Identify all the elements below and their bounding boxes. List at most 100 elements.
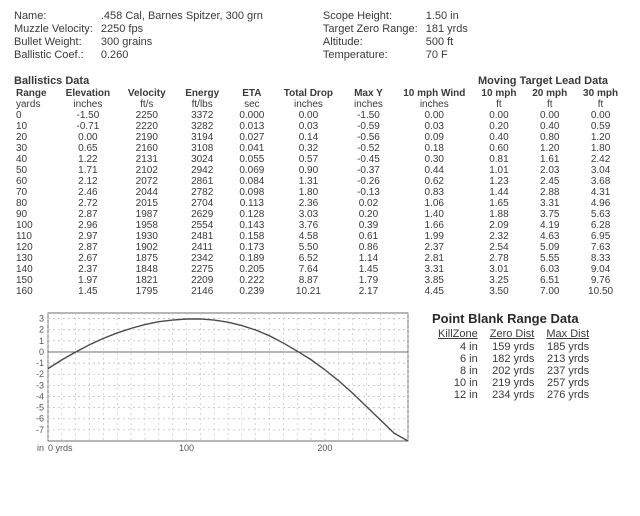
table-cell: 1987 [118,209,176,220]
hdr-scope-value: 1.50 in [426,10,468,22]
table-cell: 2.37 [58,264,118,275]
svg-text:-5: -5 [36,403,44,413]
table-cell: 2.87 [58,209,118,220]
col-header: Total Drop [275,88,342,99]
table-cell: 2942 [176,165,229,176]
table-cell: 1902 [118,242,176,253]
table-cell: 1821 [118,275,176,286]
table-cell: 1.01 [474,165,525,176]
col-unit: ft/lbs [176,99,229,110]
table-cell: 0.09 [395,132,474,143]
table-cell: 1.99 [395,231,474,242]
col-unit: ft [474,99,525,110]
table-cell: 0.00 [395,110,474,121]
table-cell: 60 [14,176,58,187]
table-cell: 0.40 [524,121,575,132]
table-cell: 0.81 [474,154,525,165]
table-cell: 0.62 [395,176,474,187]
table-cell: 2.37 [395,242,474,253]
col-header: Max Y [342,88,395,99]
hdr-bc-label: Ballistic Coef.: [14,49,93,61]
table-cell: 3.75 [524,209,575,220]
table-cell: 1795 [118,286,176,297]
table-cell: 3.85 [395,275,474,286]
hdr-zero-value: 181 yrds [426,23,468,35]
hdr-alt-label: Altitude: [323,36,418,48]
table-cell: 2704 [176,198,229,209]
table-cell: 0.18 [395,143,474,154]
table-cell: 110 [14,231,58,242]
table-cell: 2481 [176,231,229,242]
pbr-cell: 6 in [432,353,484,365]
table-cell: 2.09 [474,220,525,231]
hdr-mv-label: Muzzle Velocity: [14,23,93,35]
table-cell: 90 [14,209,58,220]
table-row: 1601.45179521460.23910.212.174.453.507.0… [14,286,626,297]
pbr-cell: 276 yrds [540,389,595,401]
ballistics-report: Name: .458 Cal, Barnes Spitzer, 300 grn … [0,0,640,516]
ballistics-data-title: Ballistics Data [14,75,89,87]
table-cell: 2250 [118,110,176,121]
table-cell: 2.81 [395,253,474,264]
table-cell: 1.20 [524,143,575,154]
table-row: 200.00219031940.0270.14-0.560.090.400.80… [14,132,626,143]
table-cell: 2.32 [474,231,525,242]
table-cell: -0.13 [342,187,395,198]
hdr-name-label: Name: [14,10,93,22]
table-cell: 3.68 [575,176,626,187]
pbr-cell: 202 yrds [484,365,541,377]
table-cell: 2.17 [342,286,395,297]
col-header: Range [14,88,58,99]
table-cell: 0.000 [229,110,275,121]
table-cell: 2.54 [474,242,525,253]
svg-text:100: 100 [179,443,194,453]
table-cell: 2190 [118,132,176,143]
pbr-cell: 10 in [432,377,484,389]
table-cell: 0.239 [229,286,275,297]
table-cell: -1.50 [58,110,118,121]
table-cell: 2209 [176,275,229,286]
table-cell: 1.40 [395,209,474,220]
table-cell: 0.32 [275,143,342,154]
table-cell: 1.20 [575,132,626,143]
table-cell: -0.37 [342,165,395,176]
table-cell: 1.61 [524,154,575,165]
table-cell: -0.59 [342,121,395,132]
table-cell: 6.52 [275,253,342,264]
table-cell: 0.113 [229,198,275,209]
table-cell: 5.50 [275,242,342,253]
table-cell: 6.03 [524,264,575,275]
table-units-row: yardsinchesft/sft/lbssecinchesinchesinch… [14,99,626,110]
pbr-cell: 234 yrds [484,389,541,401]
svg-text:3: 3 [39,314,44,324]
col-unit: ft [524,99,575,110]
table-cell: 3.50 [474,286,525,297]
table-cell: 3.01 [474,264,525,275]
table-cell: 2411 [176,242,229,253]
pbr-title: Point Blank Range Data [432,311,595,326]
table-cell: 0 [14,110,58,121]
svg-text:-3: -3 [36,380,44,390]
pbr-row: 10 in219 yrds257 yrds [432,377,595,389]
table-row: 1102.97193024810.1584.580.611.992.324.63… [14,231,626,242]
table-cell: -1.50 [342,110,395,121]
trajectory-chart-svg: 3210-1-2-3-4-5-6-7in0 yrds100200 [14,307,414,457]
table-cell: 1.23 [474,176,525,187]
table-cell: 100 [14,220,58,231]
hdr-temp-label: Temperature: [323,49,418,61]
table-cell: 70 [14,187,58,198]
pbr-cell: 182 yrds [484,353,541,365]
svg-text:200: 200 [317,443,332,453]
hdr-bw-label: Bullet Weight: [14,36,93,48]
pbr-cell: 12 in [432,389,484,401]
hdr-alt-value: 500 ft [426,36,468,48]
table-cell: 4.19 [524,220,575,231]
table-cell: 2044 [118,187,176,198]
table-cell: 0.61 [342,231,395,242]
table-cell: 1.79 [342,275,395,286]
table-cell: 2.87 [58,242,118,253]
table-cell: 40 [14,154,58,165]
pbr-col-header: Zero Dist [484,328,541,341]
pbr-row: 12 in234 yrds276 yrds [432,389,595,401]
table-cell: 130 [14,253,58,264]
